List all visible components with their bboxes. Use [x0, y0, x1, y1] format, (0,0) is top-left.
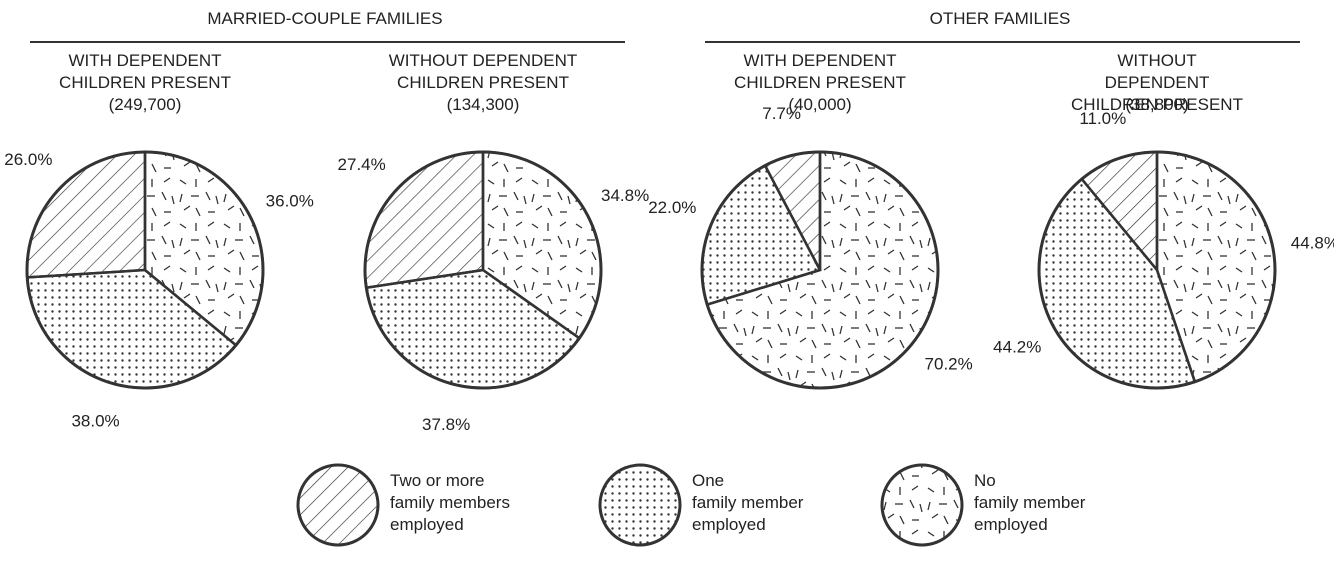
value-label: 11.0% [1079, 109, 1126, 128]
legend-swatch [598, 463, 682, 547]
pie-title: WITHOUT DEPENDENT CHILDREN PRESENT [388, 51, 578, 92]
value-label: 26.0% [4, 150, 52, 169]
value-label: 70.2% [925, 355, 973, 374]
pie-title: WITH DEPENDENT CHILDREN PRESENT [734, 51, 906, 92]
pie-outline [700, 150, 940, 390]
value-label: 34.8% [601, 186, 649, 205]
pie-slice [25, 150, 147, 279]
group-title: MARRIED-COUPLE FAMILIES [207, 9, 443, 28]
legend-label: No family member employed [974, 471, 1086, 534]
group-title: OTHER FAMILIES [929, 9, 1071, 28]
legend-swatch [880, 463, 964, 547]
value-label: 37.8% [422, 415, 470, 434]
pie-outline [1037, 150, 1277, 390]
pie-title: WITH DEPENDENT CHILDREN PRESENT [59, 51, 231, 92]
legend-label: One family member employed [692, 471, 804, 534]
pie-subtitle: (38,800) [1125, 95, 1189, 114]
pie-title: WITHOUT DEPENDENT CHILDREN PRESENT [1071, 51, 1243, 114]
legend-label: Two or more family members employed [390, 471, 510, 534]
value-label: 36.0% [266, 191, 314, 210]
pie-outline [25, 150, 265, 390]
value-label: 38.0% [71, 412, 119, 431]
value-label: 22.0% [648, 198, 696, 217]
value-label: 44.8% [1291, 233, 1334, 252]
pie-subtitle: (134,300) [446, 95, 520, 114]
pie-subtitle: (249,700) [108, 95, 182, 114]
value-label: 44.2% [993, 337, 1041, 356]
legend-swatch [296, 463, 380, 547]
value-label: 27.4% [338, 155, 386, 174]
pie-outline [363, 150, 603, 390]
pie-subtitle: (40,000) [788, 95, 852, 114]
value-label: 7.7% [762, 104, 801, 123]
